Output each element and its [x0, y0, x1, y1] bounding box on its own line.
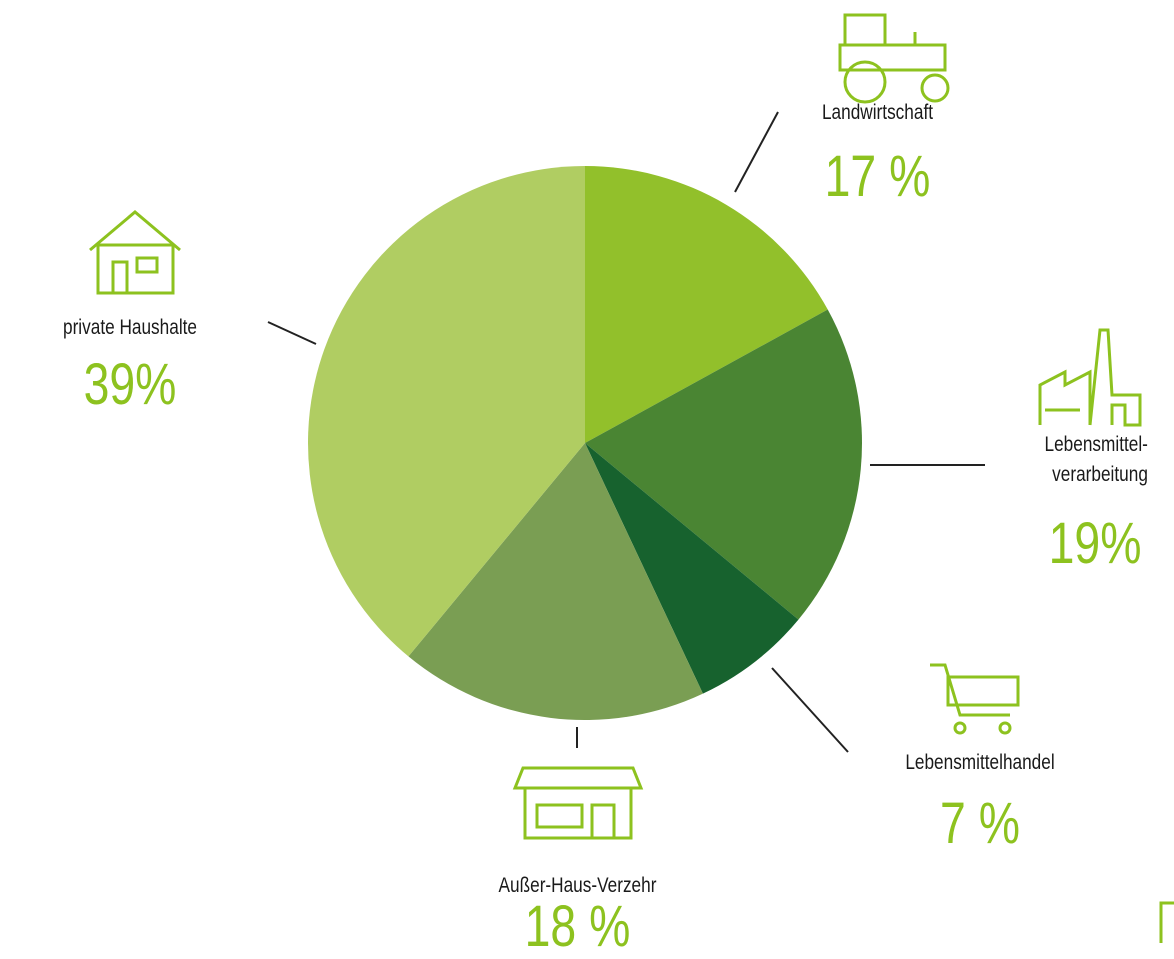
pie-slice	[408, 443, 703, 721]
cart-icon	[930, 663, 1020, 735]
tractor-icon	[838, 13, 950, 104]
shop-icon	[512, 766, 644, 840]
slice-label: Lebensmittel- verarbeitung	[1044, 433, 1148, 486]
value-label: 17 %	[824, 144, 931, 209]
slice-label: Landwirtschaft	[821, 101, 934, 124]
house-icon	[89, 210, 181, 295]
pie-slice	[308, 166, 585, 657]
pie-slice	[585, 309, 862, 620]
value-label: 19%	[1048, 511, 1142, 576]
leader-lines	[267, 111, 985, 753]
pie-slice	[585, 443, 799, 694]
slice-label: private Haushalte	[62, 316, 198, 339]
pie-slice	[585, 166, 828, 443]
value-label: 18 %	[524, 894, 631, 959]
value-label: 7 %	[940, 791, 1020, 856]
value-label: 39%	[83, 352, 177, 417]
icons	[89, 13, 1142, 840]
slice-label: Lebensmittelhandel	[905, 751, 1055, 774]
edge-box	[1159, 901, 1174, 943]
leader-line	[267, 321, 317, 345]
leader-line	[771, 667, 849, 753]
factory-icon	[1038, 328, 1142, 427]
slice-label: Außer-Haus-Verzehr	[498, 874, 657, 897]
leader-line	[734, 111, 779, 193]
